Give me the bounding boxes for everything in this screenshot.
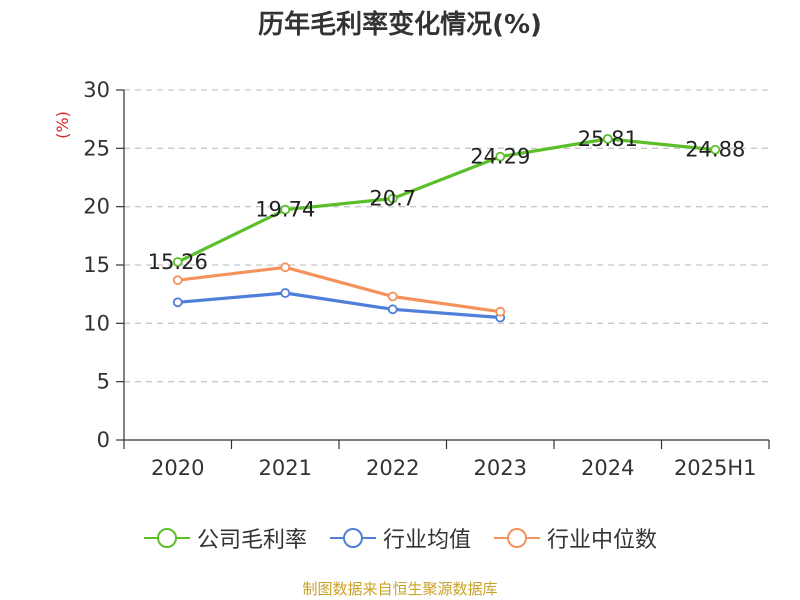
x-tick-label: 2023 (474, 456, 527, 480)
data-label: 19.74 (255, 198, 315, 222)
data-point (602, 133, 613, 144)
y-tick-label: 15 (83, 253, 110, 277)
x-tick-label: 2024 (581, 456, 634, 480)
legend-item[interactable]: 行业均值 (329, 522, 471, 554)
legend-swatch (143, 528, 190, 548)
series-line (177, 137, 716, 264)
data-point (172, 257, 183, 267)
data-point (495, 306, 506, 317)
chart-title: 历年毛利率变化情况(%) (258, 10, 542, 40)
data-label: 20.7 (369, 187, 416, 211)
y-tick-label: 25 (83, 136, 110, 160)
source-note: 制图数据来自恒生聚源数据库 (302, 580, 498, 598)
data-point (710, 144, 721, 155)
y-tick-label: 5 (97, 370, 110, 394)
legend-label: 公司毛利率 (196, 528, 307, 553)
data-point (172, 275, 183, 286)
legend-swatch (494, 528, 540, 548)
x-tick-label: 2022 (366, 456, 419, 480)
y-tick-label: 20 (83, 195, 110, 219)
x-tick-label: 2021 (259, 456, 312, 480)
series-lines (172, 133, 721, 323)
data-point (387, 304, 398, 315)
data-point (387, 291, 398, 302)
data-point (172, 297, 183, 308)
legend: 公司毛利率 行业均值 行业中位数 (0, 518, 800, 558)
data-labels: 15.26 19.74 20.7 24.29 25.81 24.88 (148, 127, 746, 274)
y-tick-label: 0 (97, 428, 110, 452)
data-point (280, 288, 291, 298)
y-tick-label: 30 (83, 78, 110, 102)
data-label: 24.88 (685, 138, 745, 162)
gridlines (124, 89, 769, 383)
axes: 0 5 10 15 20 25 30 2020 2021 2022 2023 2024 2025H1 (%… (53, 78, 770, 480)
legend-item[interactable]: 公司毛利率 (143, 522, 307, 554)
x-tick-label: 2020 (151, 456, 204, 480)
series-line (177, 291, 501, 320)
legend-label: 行业中位数 (547, 528, 658, 553)
data-point (495, 151, 506, 162)
data-label: 25.81 (578, 127, 638, 151)
data-label: 24.29 (470, 145, 530, 169)
y-axis-label: (%) (53, 111, 72, 139)
data-label: 15.26 (148, 250, 208, 274)
legend-label: 行业均值 (382, 528, 471, 553)
data-point (280, 204, 291, 215)
series-line (177, 265, 501, 314)
data-point (387, 193, 398, 204)
y-tick-label: 10 (83, 311, 110, 335)
x-tick-label: 2025H1 (674, 456, 757, 480)
data-point (280, 262, 291, 273)
legend-item[interactable]: 行业中位数 (493, 522, 657, 554)
legend-swatch (329, 528, 376, 548)
